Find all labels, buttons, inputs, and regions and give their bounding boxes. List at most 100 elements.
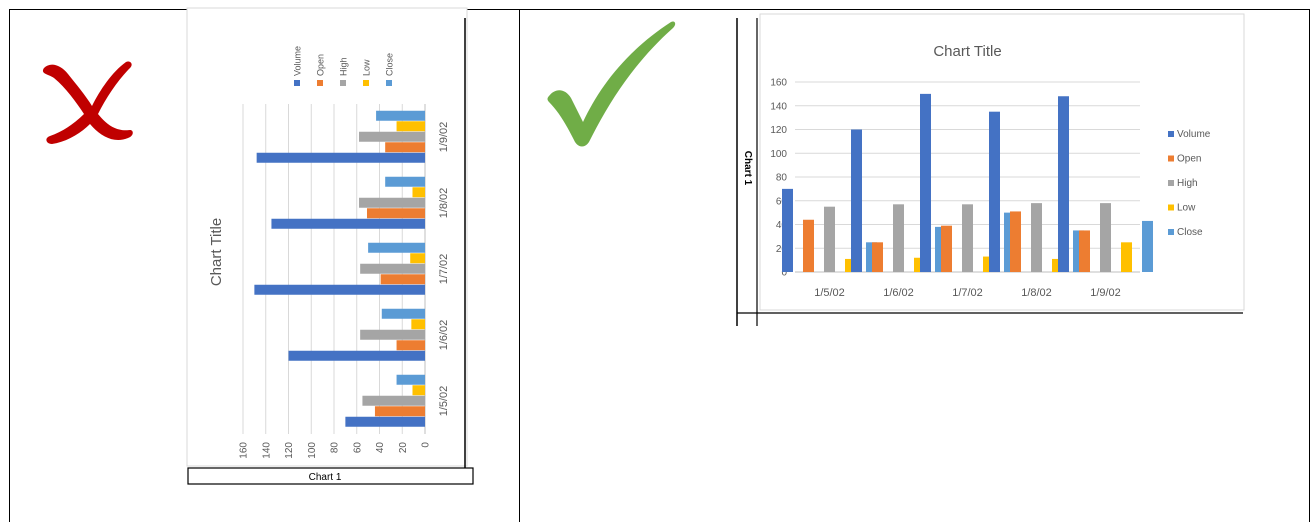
legend-label: High: [1177, 178, 1198, 189]
y-tick-label: 120: [284, 442, 295, 459]
x-tick-label: 1/9/02: [438, 122, 450, 153]
y-tick-label: 20: [776, 244, 788, 255]
bar-open: [374, 406, 425, 417]
legend-swatch: [294, 80, 300, 86]
bar-high: [359, 197, 425, 208]
y-tick-label: 40: [375, 442, 386, 454]
legend-swatch: [1168, 131, 1174, 137]
bar-low: [914, 257, 925, 272]
bar-volume: [288, 350, 425, 361]
bar-volume: [1058, 96, 1069, 272]
legend-label: Volume: [293, 46, 303, 76]
x-tick-label: 1/7/02: [438, 254, 450, 285]
bar-low: [412, 187, 425, 198]
x-tick-label: 1/5/02: [814, 287, 845, 299]
table-cell-divider: [519, 9, 520, 522]
bar-open: [941, 225, 952, 272]
bar-low: [1121, 242, 1132, 272]
y-tick-label: 0: [421, 442, 432, 448]
legend-label: Close: [385, 53, 395, 76]
bar-open: [872, 242, 883, 272]
bar-volume: [256, 152, 425, 163]
bar-close: [376, 110, 425, 121]
bar-volume: [920, 93, 931, 272]
y-tick-label: 160: [239, 442, 250, 459]
y-tick-label: 160: [770, 78, 787, 89]
y-tick-label: 100: [770, 149, 787, 160]
bar-high: [824, 206, 835, 272]
bar-open: [380, 274, 425, 285]
y-tick-label: 140: [261, 442, 272, 459]
bar-close: [381, 308, 425, 319]
legend-label: Low: [1177, 203, 1196, 214]
check-mark-icon: [547, 21, 676, 147]
x-tick-label: 1/6/02: [438, 320, 450, 351]
bar-open: [396, 340, 425, 351]
y-tick-label: 60: [352, 442, 363, 454]
x-tick-label: 1/6/02: [883, 287, 914, 299]
frame-label: Chart 1: [309, 472, 342, 483]
bar-volume: [254, 284, 425, 295]
bar-high: [1031, 203, 1042, 272]
bar-low: [1052, 258, 1063, 272]
bar-close: [385, 176, 425, 187]
bar-open: [1010, 211, 1021, 272]
bar-high: [362, 395, 425, 406]
cross-mark-icon: [42, 61, 133, 144]
bar-close: [935, 226, 946, 272]
legend-label: High: [339, 57, 349, 76]
bar-close: [368, 242, 425, 253]
y-tick-label: 100: [307, 442, 318, 459]
bar-low: [410, 253, 425, 264]
legend-swatch: [386, 80, 392, 86]
chart-title: Chart Title: [208, 218, 225, 286]
bar-high: [962, 204, 973, 272]
x-tick-label: 1/8/02: [438, 188, 450, 219]
y-tick-label: 20: [398, 442, 409, 454]
bar-volume: [851, 129, 862, 272]
legend-swatch: [1168, 229, 1174, 235]
comparison-table: [9, 9, 1310, 522]
bar-high: [893, 204, 904, 272]
legend-swatch: [363, 80, 369, 86]
frame-label-box: [187, 467, 474, 485]
y-tick-label: 120: [770, 125, 787, 136]
bar-open: [803, 219, 814, 272]
bar-high: [1100, 203, 1111, 272]
bar-high: [359, 131, 425, 142]
legend-label: Open: [1177, 154, 1201, 165]
bar-open: [1079, 230, 1090, 272]
bar-open: [366, 208, 425, 219]
bar-volume: [271, 218, 425, 229]
bar-low: [412, 385, 425, 396]
bar-close: [396, 374, 425, 385]
bar-volume: [782, 188, 793, 272]
y-tick-label: 140: [770, 101, 787, 112]
legend-label: Volume: [1177, 129, 1211, 140]
x-tick-label: 1/7/02: [952, 287, 983, 299]
bar-low: [411, 319, 425, 330]
bar-close: [1073, 230, 1084, 272]
legend-swatch: [1168, 155, 1174, 162]
bar-high: [360, 329, 425, 340]
bar-volume: [989, 111, 1000, 272]
y-tick-label: 80: [776, 173, 788, 184]
correct-chart-figure: Chart 1 Chart Title 0 20 40 60 80 100 120 140 160…: [736, 13, 1245, 326]
bar-close: [1142, 220, 1153, 272]
y-tick-label: 40: [776, 220, 788, 231]
rotated-chart-figure: Chart 1 Chart Title 0 20 40 60 80 100 120 140 160…: [186, 7, 474, 485]
bar-low: [983, 256, 994, 272]
frame-label: Chart 1: [742, 151, 753, 186]
y-tick-label: 0: [781, 268, 787, 279]
legend-swatch: [317, 80, 323, 86]
x-tick-label: 1/8/02: [1021, 287, 1052, 299]
legend-label: Low: [362, 59, 372, 76]
legend-swatch: [1168, 204, 1174, 211]
bar-open: [385, 142, 425, 153]
bar-close: [866, 242, 877, 272]
bar-low: [396, 121, 425, 132]
bar-low: [845, 258, 856, 272]
x-tick-label: 1/5/02: [438, 386, 450, 417]
bar-high: [360, 263, 425, 274]
x-tick-label: 1/9/02: [1090, 287, 1121, 299]
